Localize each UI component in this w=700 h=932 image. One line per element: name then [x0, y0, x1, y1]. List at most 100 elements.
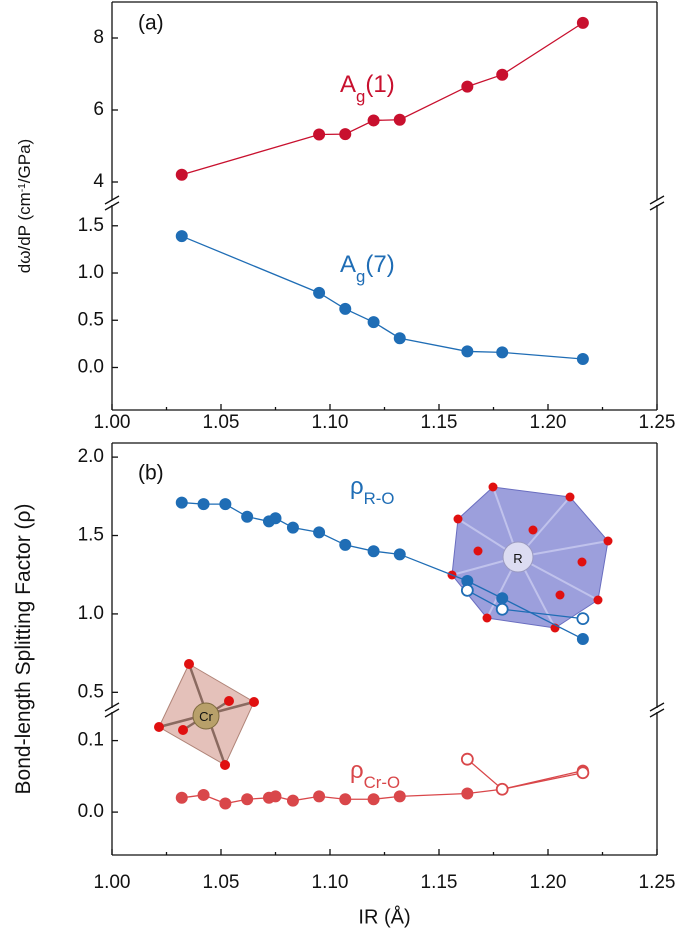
- label-text: /GPa): [15, 139, 34, 183]
- inset-label: Cr: [199, 709, 213, 724]
- axis-break: [104, 702, 120, 712]
- x-tick-label: 1.15: [421, 412, 458, 433]
- data-point: [496, 592, 509, 605]
- series-annotation: ρCr-O: [350, 757, 400, 792]
- data-point: [367, 545, 380, 558]
- y-tick-label: 1.0: [78, 603, 104, 624]
- label-text: Bond-length Splitting Factor (ρ): [12, 504, 35, 795]
- data-point: [393, 113, 406, 126]
- data-point: [393, 790, 406, 803]
- data-point: [175, 496, 188, 509]
- data-point: [495, 782, 509, 796]
- y-tick-label: 1.5: [78, 215, 104, 236]
- axis-break: [649, 195, 665, 205]
- y-tick-label: 2.0: [78, 446, 104, 467]
- data-point: [175, 230, 188, 243]
- data-point: [286, 794, 299, 807]
- data-point: [197, 498, 210, 511]
- series-annotation: ρR-O: [350, 473, 394, 508]
- data-point: [339, 793, 352, 806]
- y-tick-label: 0.1: [78, 730, 104, 751]
- data-point: [576, 612, 590, 626]
- label-sub: g: [356, 267, 365, 286]
- data-point: [197, 788, 210, 801]
- cr-octahedron-inset: [154, 659, 259, 770]
- data-point: [175, 791, 188, 804]
- data-point: [241, 510, 254, 523]
- data-point: [313, 790, 326, 803]
- y-tick-label: 0.0: [78, 357, 104, 378]
- data-point: [367, 114, 380, 127]
- data-point: [367, 316, 380, 329]
- x-axis-label: IR (Å): [358, 905, 410, 928]
- label-sub: R-O: [364, 489, 395, 508]
- axis-break: [104, 201, 120, 211]
- data-point: [460, 583, 474, 597]
- data-point: [286, 521, 299, 534]
- axis-break: [649, 708, 665, 718]
- y-tick-label: 8: [93, 27, 104, 48]
- x-tick-label: 1.15: [421, 872, 458, 893]
- data-point: [241, 793, 254, 806]
- y-tick-label: 0.5: [78, 309, 104, 330]
- label-main: ρ: [350, 473, 364, 500]
- axis-break: [649, 702, 665, 712]
- x-tick-label: 1.25: [639, 412, 676, 433]
- x-tick-label: 1.00: [94, 872, 131, 893]
- x-tick-label: 1.00: [94, 412, 131, 433]
- label-main: A: [340, 251, 356, 278]
- y-axis-label: dω/dP (cm-1/GPa): [15, 139, 34, 273]
- data-point: [367, 793, 380, 806]
- data-point: [269, 512, 282, 525]
- data-point: [339, 128, 352, 141]
- data-point: [496, 346, 509, 359]
- data-point: [219, 797, 232, 810]
- data-point: [219, 498, 232, 511]
- data-point: [313, 128, 326, 141]
- inset-label: R: [513, 551, 522, 566]
- data-point: [576, 16, 589, 29]
- label-sub: g: [356, 87, 365, 106]
- data-point: [461, 345, 474, 358]
- data-point: [495, 602, 509, 616]
- panel-label: (a): [138, 12, 164, 35]
- data-point: [461, 80, 474, 93]
- data-point: [576, 766, 590, 780]
- data-point: [496, 68, 509, 81]
- panel-label: (b): [138, 462, 164, 485]
- y-tick-label: 4: [93, 171, 104, 192]
- y-tick-label: 0.5: [78, 681, 104, 702]
- x-tick-label: 1.25: [639, 872, 676, 893]
- axis-break: [104, 195, 120, 205]
- x-tick-label: 1.10: [312, 872, 349, 893]
- label-text: (7): [365, 251, 394, 278]
- data-point: [393, 548, 406, 561]
- y-tick-label: 1.5: [78, 525, 104, 546]
- axis-break: [649, 201, 665, 211]
- r-polyhedron-inset: [447, 482, 613, 633]
- series-line: [181, 22, 584, 176]
- x-tick-label: 1.20: [530, 412, 567, 433]
- y-axis-label: Bond-length Splitting Factor (ρ): [12, 504, 35, 795]
- x-tick-label: 1.20: [530, 872, 567, 893]
- label-main: ρ: [350, 757, 364, 784]
- data-point: [461, 787, 474, 800]
- x-tick-label: 1.05: [203, 872, 240, 893]
- y-tick-label: 0.0: [78, 801, 104, 822]
- label-sub: Cr-O: [364, 773, 400, 792]
- data-point: [576, 352, 589, 365]
- x-tick-label: 1.10: [312, 412, 349, 433]
- data-point: [313, 526, 326, 539]
- axis-break: [104, 708, 120, 718]
- label-text: (1): [365, 71, 394, 98]
- label-text: dω/dP (cm: [15, 192, 34, 273]
- y-tick-label: 1.0: [78, 262, 104, 283]
- label-main: A: [340, 71, 356, 98]
- data-point: [460, 752, 474, 766]
- x-tick-label: 1.05: [203, 412, 240, 433]
- data-point: [339, 302, 352, 315]
- data-point: [576, 633, 589, 646]
- data-point: [313, 286, 326, 299]
- data-point: [393, 332, 406, 345]
